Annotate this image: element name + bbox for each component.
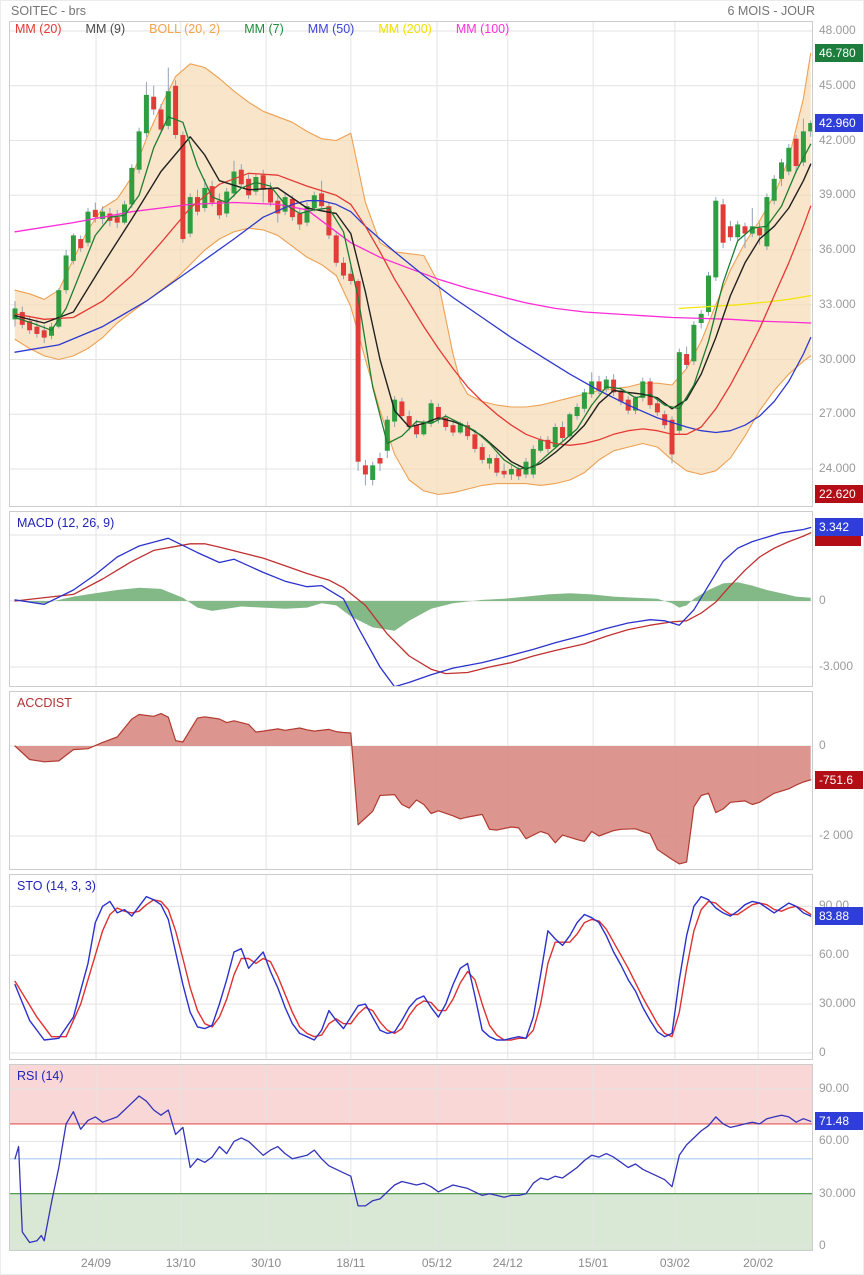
legend-item-mm-50-[interactable]: MM (50) [307, 22, 355, 36]
legend-item-boll-20-2-[interactable]: BOLL (20, 2) [149, 22, 221, 36]
accdist-panel-series [9, 691, 813, 870]
legend-item-mm-7-[interactable]: MM (7) [244, 22, 284, 36]
legend-item-mm-200-[interactable]: MM (200) [378, 22, 432, 36]
rsi-panel-series [9, 1064, 813, 1251]
rsi-panel-border [9, 1064, 813, 1251]
panel-title-sto: STO (14, 3, 3) [17, 879, 96, 893]
accdist-panel-border [9, 691, 813, 870]
instrument-title: SOITEC - brs [11, 4, 87, 18]
sto-panel-border [9, 874, 813, 1060]
panel-title-accdist: ACCDIST [17, 696, 72, 710]
price-panel-series [9, 21, 813, 507]
legend-item-mm-20-[interactable]: MM (20) [15, 22, 62, 36]
sto-panel-series [9, 874, 813, 1060]
panel-title-rsi: RSI (14) [17, 1069, 64, 1083]
period-selector[interactable]: 6 MOIS - JOUR [727, 4, 815, 18]
legend-item-mm-100-[interactable]: MM (100) [455, 22, 510, 36]
macd-panel-series [9, 511, 813, 687]
panel-title-macd: MACD (12, 26, 9) [17, 516, 115, 530]
legend-item-mm-9-[interactable]: MM (9) [85, 22, 126, 36]
indicator-legend: MM (20) MM (9) BOLL (20, 2) MM (7) MM (50) MM… [15, 22, 509, 36]
price-panel-border [9, 21, 813, 507]
macd-panel-border [9, 511, 813, 687]
